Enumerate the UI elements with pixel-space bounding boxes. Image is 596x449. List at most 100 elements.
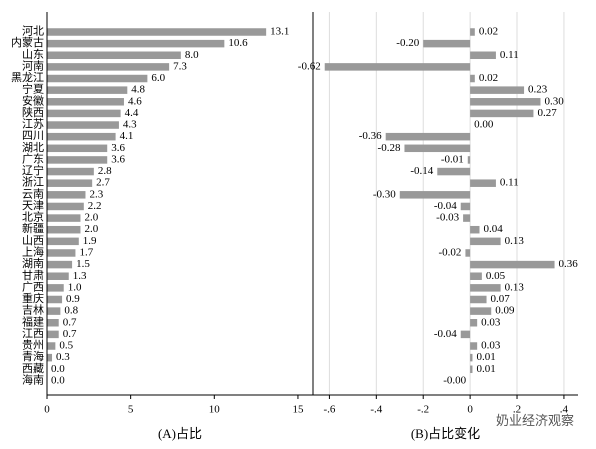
value-label: 0.30 [544, 95, 564, 107]
bar [470, 98, 541, 106]
value-label: 0.36 [559, 258, 579, 270]
y-tick-label: 陕西 [22, 105, 44, 119]
value-label: 4.4 [125, 107, 139, 119]
x-axis-label: (A)占比 [158, 426, 202, 441]
bar [470, 272, 482, 280]
y-tick-label: 天津 [22, 199, 44, 212]
y-tick-label: 内蒙古 [11, 35, 44, 49]
bar [47, 167, 94, 176]
value-label: 4.8 [131, 84, 145, 96]
x-tick-label: -.4 [370, 404, 382, 416]
value-label: 4.1 [120, 130, 134, 142]
x-tick-label: 0 [467, 404, 473, 416]
y-tick-label: 青海 [22, 349, 44, 363]
bar [47, 295, 63, 304]
bar [470, 284, 501, 292]
value-label: 6.0 [151, 72, 165, 84]
value-label: 0.0 [51, 363, 65, 375]
value-label: 0.11 [500, 177, 519, 189]
y-tick-label: 广西 [22, 280, 44, 293]
y-tick-label: 河南 [22, 59, 44, 72]
y-tick-label: 云南 [22, 187, 44, 200]
value-label: 0.13 [505, 235, 525, 247]
bar [47, 319, 59, 327]
bar [467, 156, 471, 164]
bar [470, 225, 480, 234]
bar [470, 307, 492, 315]
bar [47, 191, 86, 199]
bar [47, 202, 84, 211]
bar [47, 98, 124, 106]
bar [404, 144, 471, 153]
bar [470, 353, 473, 362]
value-label: 4.6 [128, 95, 142, 107]
bar [437, 167, 471, 176]
value-label: 0.13 [505, 281, 525, 293]
value-label: 0.0 [51, 374, 65, 386]
x-tick-label: -.6 [323, 404, 335, 416]
x-tick-label: 5 [128, 404, 134, 416]
value-label: 0.02 [479, 72, 498, 84]
bar [385, 132, 471, 141]
value-label: -0.02 [439, 247, 462, 259]
y-tick-label: 重庆 [22, 291, 44, 305]
bar [470, 109, 534, 118]
x-tick-label: .2 [513, 404, 521, 416]
bar [47, 272, 69, 280]
x-tick-label: -.2 [417, 404, 429, 416]
bar [47, 156, 108, 164]
value-label: -0.28 [378, 142, 401, 154]
value-label: 0.27 [537, 107, 557, 119]
value-label: 0.01 [476, 351, 495, 363]
value-label: 13.1 [270, 26, 289, 38]
bar [470, 295, 487, 304]
bar [47, 330, 59, 339]
value-label: 0.03 [481, 316, 501, 328]
bar [47, 260, 73, 269]
bar [463, 214, 471, 222]
value-label: -0.30 [373, 188, 396, 200]
value-label: 0.02 [479, 26, 498, 38]
y-tick-label: 广东 [22, 152, 44, 165]
bar [47, 121, 119, 129]
y-tick-label: 甘肃 [22, 269, 44, 282]
value-label: 3.6 [111, 153, 125, 165]
value-label: 0.00 [474, 119, 494, 131]
value-label: 0.8 [64, 305, 78, 317]
bar [47, 342, 56, 350]
bar [47, 225, 81, 234]
y-tick-label: 浙江 [22, 176, 44, 189]
value-label: 2.8 [98, 165, 112, 177]
value-label: -0.04 [434, 200, 457, 212]
bar [47, 28, 267, 36]
y-tick-label: 安徽 [22, 93, 44, 107]
bar [470, 74, 475, 83]
y-tick-label: 福建 [22, 314, 44, 328]
x-tick-label: .4 [560, 404, 569, 416]
bar [470, 237, 501, 246]
bar [465, 249, 471, 257]
bar [324, 63, 471, 71]
bar [47, 109, 121, 118]
y-tick-label: 新疆 [22, 221, 44, 235]
value-label: -0.62 [298, 60, 321, 72]
value-label: 7.3 [173, 60, 187, 72]
y-tick-label: 四川 [22, 130, 44, 142]
y-tick-label: 江苏 [22, 118, 44, 131]
bar [470, 260, 555, 269]
bar [47, 51, 181, 60]
bar [470, 319, 478, 327]
y-tick-label: 吉林 [22, 303, 44, 317]
value-label: 0.03 [481, 340, 501, 352]
bar [47, 214, 81, 222]
value-label: -0.14 [410, 165, 433, 177]
bar [470, 86, 525, 94]
bar [47, 74, 148, 83]
y-tick-label: 宁夏 [22, 82, 44, 96]
value-label: 1.0 [68, 281, 82, 293]
watermark: 奶业经济观察 [496, 413, 574, 428]
x-tick-label: 0 [44, 404, 50, 416]
bar [470, 51, 496, 60]
value-label: -0.20 [396, 37, 419, 49]
y-tick-label: 北京 [22, 210, 44, 224]
